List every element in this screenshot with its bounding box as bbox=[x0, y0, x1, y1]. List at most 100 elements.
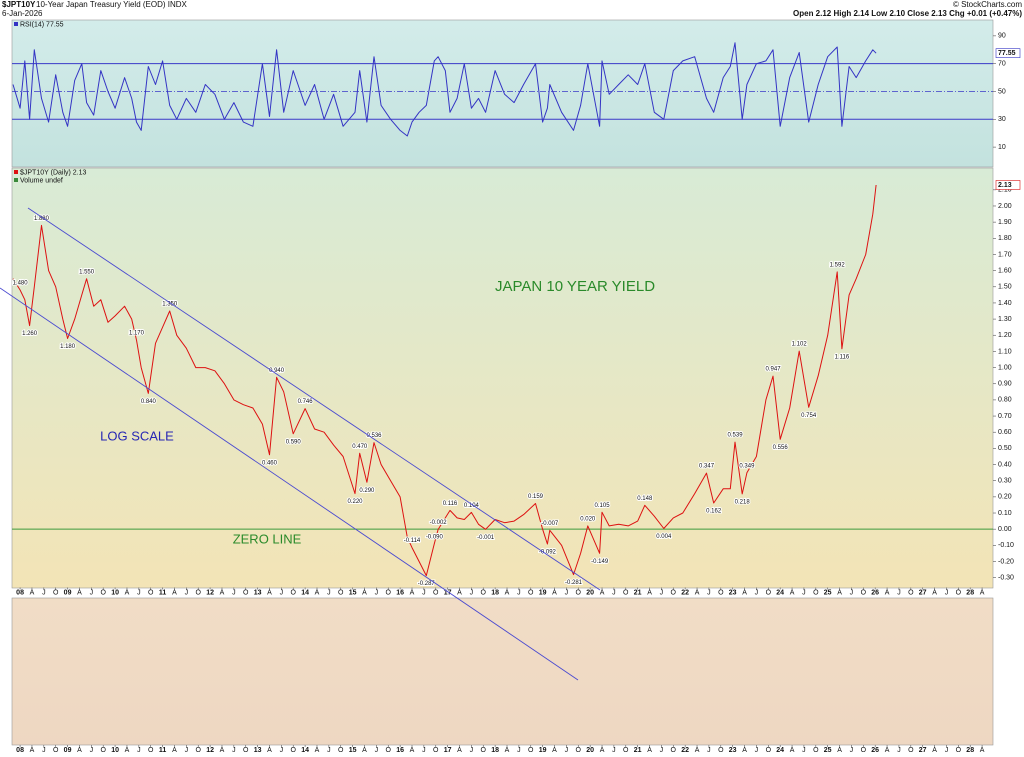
x-tick-label: O bbox=[53, 589, 59, 596]
x-tick-label: 16 bbox=[396, 747, 404, 754]
x-tick-label: O bbox=[623, 589, 629, 596]
callout-label: 0.754 bbox=[801, 413, 817, 419]
y-tick-label: 0.40 bbox=[998, 461, 1012, 468]
x-tick-label: O bbox=[148, 747, 154, 754]
x-tick-label: A bbox=[410, 747, 415, 754]
x-tick-label: J bbox=[897, 589, 901, 596]
x-tick-label: J bbox=[612, 589, 616, 596]
series-line bbox=[12, 184, 877, 577]
y-tick-label: 1.20 bbox=[998, 332, 1012, 339]
x-tick-label: O bbox=[433, 589, 439, 596]
x-tick-label: A bbox=[457, 747, 462, 754]
legend-swatch bbox=[14, 170, 18, 174]
x-tick-label: O bbox=[766, 747, 772, 754]
callout-label: -0.001 bbox=[477, 535, 495, 541]
y-tick-label: 0.30 bbox=[998, 478, 1012, 485]
x-tick-label: O bbox=[338, 589, 344, 596]
x-tick-label: A bbox=[980, 747, 985, 754]
y-tick-label: 1.60 bbox=[998, 267, 1012, 274]
x-tick-label: A bbox=[125, 747, 130, 754]
x-tick-label: 10 bbox=[111, 747, 119, 754]
callout-label: 0.349 bbox=[739, 463, 755, 469]
callout-label: 0.105 bbox=[595, 503, 611, 509]
x-tick-label: J bbox=[375, 589, 379, 596]
x-tick-label: O bbox=[813, 589, 819, 596]
annotation: JAPAN 10 YEAR YIELD bbox=[495, 278, 655, 295]
callout-label: -0.149 bbox=[591, 559, 609, 565]
legend-label: RSI(14) 77.55 bbox=[20, 21, 64, 28]
x-tick-label: O bbox=[623, 747, 629, 754]
x-tick-label: O bbox=[908, 589, 914, 596]
annotation: ZERO LINE bbox=[233, 531, 302, 546]
callout-label: 0.347 bbox=[699, 464, 715, 470]
x-tick-label: 13 bbox=[254, 589, 262, 596]
y-tick-label: 50 bbox=[998, 88, 1006, 95]
copyright: © StockCharts.com bbox=[953, 0, 1022, 9]
x-tick-label: O bbox=[766, 589, 772, 596]
x-tick-label: 17 bbox=[444, 589, 452, 596]
x-tick-label: J bbox=[802, 747, 806, 754]
panel-background bbox=[11, 167, 994, 589]
y-tick-label: 0.50 bbox=[998, 445, 1012, 452]
x-tick-label: O bbox=[433, 747, 439, 754]
x-tick-label: O bbox=[148, 589, 154, 596]
x-tick-label: A bbox=[220, 747, 225, 754]
x-tick-label: A bbox=[77, 747, 82, 754]
x-tick-label: A bbox=[172, 589, 177, 596]
y-tick-label: 2.10 bbox=[998, 187, 1012, 194]
x-tick-label: A bbox=[742, 747, 747, 754]
x-tick-label: J bbox=[897, 747, 901, 754]
x-tick-label: J bbox=[185, 747, 189, 754]
x-tick-label: A bbox=[790, 589, 795, 596]
x-tick-label: 12 bbox=[206, 589, 214, 596]
panel-background bbox=[11, 597, 994, 746]
x-tick-label: 20 bbox=[586, 589, 594, 596]
y-tick-label: 30 bbox=[998, 116, 1006, 123]
y-tick-label: 1.10 bbox=[998, 348, 1012, 355]
x-tick-label: A bbox=[267, 747, 272, 754]
x-tick-label: O bbox=[243, 747, 249, 754]
y-tick-label: -0.20 bbox=[998, 558, 1014, 565]
x-tick-label: A bbox=[647, 747, 652, 754]
x-tick-label: A bbox=[742, 589, 747, 596]
x-tick-label: A bbox=[790, 747, 795, 754]
x-tick-label: 12 bbox=[206, 747, 214, 754]
x-tick-label: 08 bbox=[16, 589, 24, 596]
x-tick-label: 20 bbox=[586, 747, 594, 754]
callout-label: 0.159 bbox=[528, 494, 544, 500]
x-tick-label: J bbox=[945, 747, 949, 754]
x-tick-label: O bbox=[100, 589, 106, 596]
last-value-label: 77.55 bbox=[998, 50, 1016, 57]
x-tick-label: J bbox=[375, 747, 379, 754]
callout-label: -0.002 bbox=[430, 520, 448, 526]
callout-label: 1.116 bbox=[835, 354, 850, 360]
x-tick-label: J bbox=[565, 747, 569, 754]
x-tick-label: A bbox=[695, 589, 700, 596]
y-tick-label: 0.00 bbox=[998, 526, 1012, 533]
series-line bbox=[12, 42, 877, 137]
x-tick-label: 25 bbox=[824, 589, 832, 596]
x-tick-label: 19 bbox=[539, 589, 547, 596]
x-tick-label: J bbox=[660, 747, 664, 754]
x-tick-label: A bbox=[552, 589, 557, 596]
x-tick-label: A bbox=[552, 747, 557, 754]
callout-label: -0.007 bbox=[541, 521, 559, 527]
callout-label: 0.840 bbox=[141, 399, 157, 405]
x-tick-label: 23 bbox=[729, 747, 737, 754]
x-tick-label: O bbox=[386, 589, 392, 596]
x-tick-label: A bbox=[457, 589, 462, 596]
callout-label: -0.090 bbox=[426, 534, 444, 540]
callout-label: 0.746 bbox=[298, 399, 314, 405]
x-tick-label: J bbox=[327, 747, 331, 754]
x-tick-label: 09 bbox=[64, 747, 72, 754]
x-tick-label: 22 bbox=[681, 589, 689, 596]
x-tick-label: 21 bbox=[634, 747, 642, 754]
x-tick-label: 08 bbox=[16, 747, 24, 754]
y-tick-label: 1.30 bbox=[998, 316, 1012, 323]
x-tick-label: A bbox=[410, 589, 415, 596]
y-tick-label: -0.30 bbox=[998, 575, 1014, 582]
x-tick-label: O bbox=[908, 747, 914, 754]
callout-label: 0.148 bbox=[637, 496, 653, 502]
